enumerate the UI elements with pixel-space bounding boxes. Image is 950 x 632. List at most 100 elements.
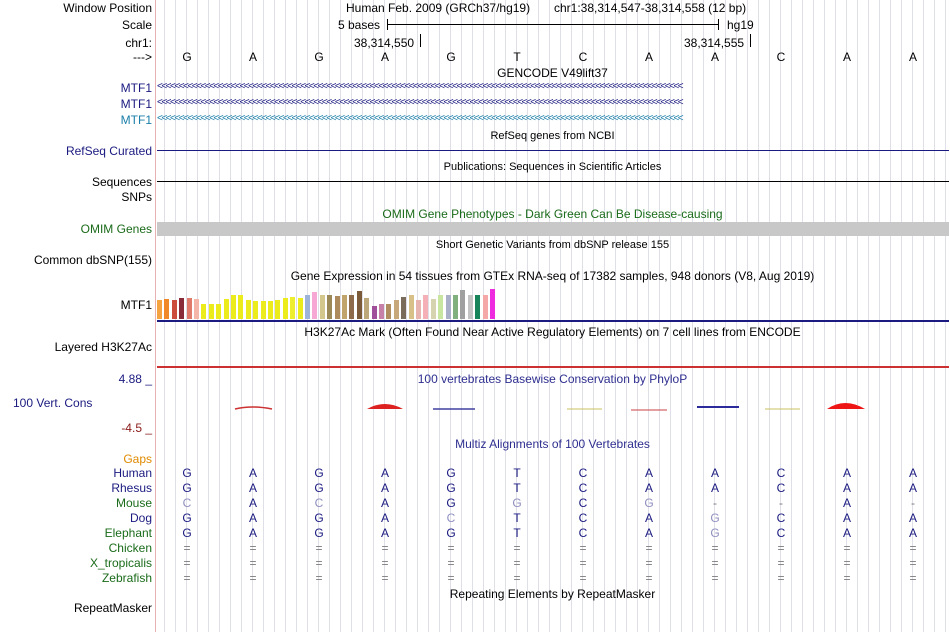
omim-bar[interactable]	[157, 222, 949, 236]
gtex-tissue-bar[interactable]	[386, 304, 392, 319]
gtex-tissue-bar[interactable]	[208, 304, 214, 319]
gtex-tissue-bar[interactable]	[364, 298, 370, 319]
grid-line	[527, 0, 528, 632]
alignment-base: A	[380, 526, 389, 540]
gencode-transcript-arrows[interactable]: <<<<<<<<<<<<<<<<<<<<<<<<<<<<<<<<<<<<<<<<…	[157, 97, 684, 108]
gtex-tissue-bar[interactable]	[268, 301, 273, 319]
gtex-tissue-bar[interactable]	[356, 291, 362, 319]
gtex-tissue-bar[interactable]	[312, 292, 318, 319]
dbsnp-title[interactable]: Short Genetic Variants from dbSNP releas…	[435, 239, 670, 251]
gtex-tissue-bar[interactable]	[490, 289, 495, 319]
gencode-transcript-label[interactable]: MTF1	[120, 97, 152, 111]
grid-line	[505, 0, 506, 632]
grid-line	[549, 0, 550, 632]
multiz-title[interactable]: Multiz Alignments of 100 Vertebrates	[455, 437, 650, 451]
alignment-base: -	[911, 496, 915, 510]
dbsnp-label[interactable]: Common dbSNP(155)	[33, 253, 152, 267]
gtex-tissue-bar[interactable]	[408, 295, 414, 319]
alignment-base: A	[248, 526, 257, 540]
gtex-tissue-bar[interactable]	[334, 296, 340, 319]
repeatmasker-title[interactable]: Repeating Elements by RepeatMasker	[449, 587, 656, 601]
gtex-tissue-bar[interactable]	[305, 295, 310, 319]
gtex-tissue-bar[interactable]	[223, 299, 229, 319]
sequences-track-line[interactable]	[157, 181, 949, 182]
gencode-transcript-label[interactable]: MTF1	[120, 113, 152, 127]
gtex-tissue-bar[interactable]	[194, 299, 199, 319]
gtex-tissue-bar[interactable]	[438, 295, 444, 319]
gtex-tissue-bar[interactable]	[171, 300, 177, 319]
refseq-track-line[interactable]	[157, 150, 949, 151]
gencode-title[interactable]: GENCODE V49lift37	[497, 66, 608, 80]
gtex-tissue-bar[interactable]	[238, 295, 244, 319]
species-label[interactable]: Mouse	[115, 496, 152, 510]
gencode-transcript-arrows[interactable]: <<<<<<<<<<<<<<<<<<<<<<<<<<<<<<<<<<<<<<<<…	[157, 113, 684, 124]
alignment-base: =	[381, 541, 389, 555]
gtex-tissue-bar[interactable]	[186, 298, 192, 319]
species-label[interactable]: Elephant	[104, 526, 152, 540]
publications-title[interactable]: Publications: Sequences in Scientific Ar…	[443, 161, 662, 173]
gtex-tissue-bar[interactable]	[349, 295, 355, 319]
species-label[interactable]: Dog	[129, 511, 152, 525]
gtex-tissue-bar[interactable]	[319, 295, 325, 319]
gtex-tissue-bar[interactable]	[342, 295, 347, 319]
alignment-base: =	[381, 571, 389, 585]
gencode-transcript-label[interactable]: MTF1	[120, 81, 152, 95]
gtex-title[interactable]: Gene Expression in 54 tissues from GTEx …	[290, 269, 815, 283]
alignment-base: G	[182, 511, 192, 525]
gtex-tissue-bar[interactable]	[475, 295, 481, 319]
omim-title[interactable]: OMIM Gene Phenotypes - Dark Green Can Be…	[382, 207, 723, 221]
species-label[interactable]: Zebrafish	[101, 571, 152, 585]
phylop-label[interactable]: 100 Vert. Cons	[13, 396, 93, 410]
h3k27ac-signal[interactable]	[157, 366, 949, 368]
coordinates-label[interactable]: chr1:38,314,547-38,314,558 (12 bp)	[554, 1, 747, 15]
refseq-title[interactable]: RefSeq genes from NCBI	[490, 130, 615, 142]
gtex-tissue-bar[interactable]	[423, 295, 429, 319]
phylop-signal[interactable]	[157, 395, 949, 415]
gtex-tissue-bar[interactable]	[467, 295, 473, 319]
gtex-gene-label[interactable]: MTF1	[120, 298, 152, 312]
species-label[interactable]: Chicken	[108, 541, 152, 555]
omim-label[interactable]: OMIM Genes	[80, 222, 152, 236]
gtex-tissue-bar[interactable]	[371, 306, 377, 319]
gtex-tissue-bar[interactable]	[245, 300, 251, 319]
gtex-tissue-bar[interactable]	[231, 295, 236, 319]
sequences-label[interactable]: Sequences	[91, 175, 152, 189]
gtex-tissue-bar[interactable]	[393, 300, 399, 319]
gtex-tissue-bar[interactable]	[164, 299, 170, 319]
species-label[interactable]: Rhesus	[111, 481, 152, 495]
gtex-tissue-bar[interactable]	[460, 290, 466, 319]
refseq-label[interactable]: RefSeq Curated	[65, 144, 152, 158]
gtex-tissue-bar[interactable]	[430, 299, 436, 319]
gtex-tissue-bar[interactable]	[416, 300, 421, 319]
ruler-tick-2-label: 38,314,555	[684, 36, 745, 50]
alignment-base: =	[513, 541, 521, 555]
snps-label[interactable]: SNPs	[121, 190, 152, 204]
h3k27ac-title[interactable]: H3K27Ac Mark (Often Found Near Active Re…	[304, 325, 801, 339]
alignment-base: G	[446, 496, 456, 510]
gtex-tissue-bar[interactable]	[453, 295, 458, 319]
alignment-base: =	[843, 541, 851, 555]
repeatmasker-label[interactable]: RepeatMasker	[73, 601, 152, 615]
grid-line	[516, 0, 517, 632]
gtex-tissue-bar[interactable]	[327, 295, 333, 319]
gtex-tissue-bar[interactable]	[401, 297, 407, 319]
gtex-tissue-bar[interactable]	[282, 298, 288, 319]
gtex-tissue-bar[interactable]	[253, 301, 259, 319]
gtex-bar-chart[interactable]	[157, 285, 557, 319]
gtex-tissue-bar[interactable]	[260, 301, 266, 319]
gtex-tissue-bar[interactable]	[179, 298, 185, 319]
gencode-transcript-arrows[interactable]: <<<<<<<<<<<<<<<<<<<<<<<<<<<<<<<<<<<<<<<<…	[157, 81, 684, 92]
species-label[interactable]: Human	[113, 466, 152, 480]
phylop-title[interactable]: 100 vertebrates Basewise Conservation by…	[417, 372, 688, 386]
gtex-tissue-bar[interactable]	[290, 297, 296, 319]
gtex-tissue-bar[interactable]	[201, 304, 207, 319]
gtex-tissue-bar[interactable]	[482, 295, 488, 319]
gtex-tissue-bar[interactable]	[216, 304, 222, 319]
gtex-tissue-bar[interactable]	[297, 298, 303, 319]
h3k27ac-label[interactable]: Layered H3K27Ac	[54, 340, 152, 354]
species-label[interactable]: X_tropicalis	[89, 556, 152, 570]
gtex-tissue-bar[interactable]	[445, 295, 451, 319]
gtex-tissue-bar[interactable]	[379, 304, 384, 319]
gtex-tissue-bar[interactable]	[157, 300, 162, 319]
gtex-tissue-bar[interactable]	[275, 300, 281, 319]
